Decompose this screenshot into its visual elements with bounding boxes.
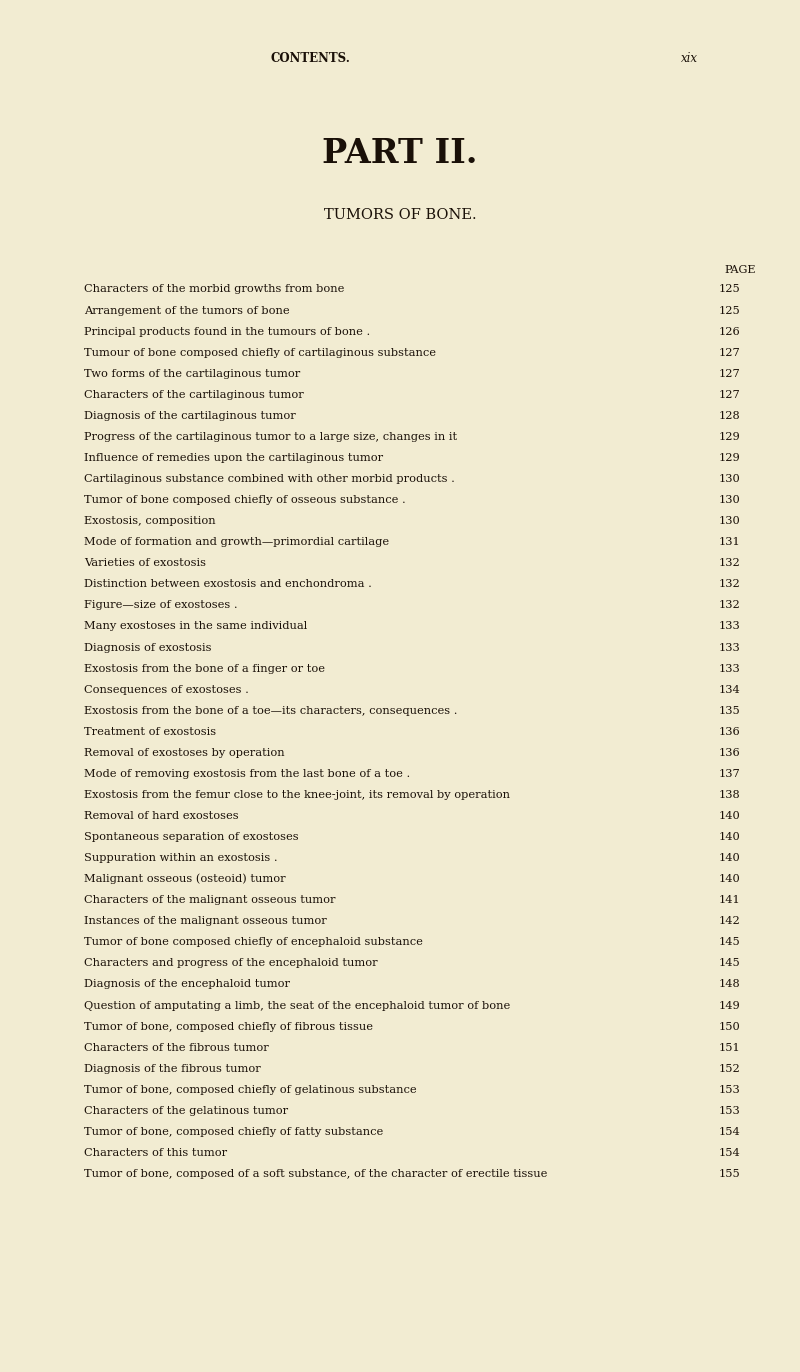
Text: 132: 132 [718,579,740,590]
Text: PAGE: PAGE [724,265,756,276]
Text: Exostosis from the bone of a toe—its characters, consequences .: Exostosis from the bone of a toe—its cha… [84,705,458,716]
Text: 151: 151 [718,1043,740,1052]
Text: Characters of the gelatinous tumor: Characters of the gelatinous tumor [84,1106,288,1115]
Text: Figure—size of exostoses .: Figure—size of exostoses . [84,601,238,611]
Text: 150: 150 [718,1022,740,1032]
Text: 132: 132 [718,558,740,568]
Text: 129: 129 [718,432,740,442]
Text: 135: 135 [718,705,740,716]
Text: 155: 155 [718,1169,740,1179]
Text: 134: 134 [718,685,740,694]
Text: 127: 127 [718,347,740,358]
Text: Tumor of bone, composed chiefly of fatty substance: Tumor of bone, composed chiefly of fatty… [84,1126,383,1137]
Text: 153: 153 [718,1085,740,1095]
Text: 136: 136 [718,748,740,757]
Text: Tumor of bone, composed of a soft substance, of the character of erectile tissue: Tumor of bone, composed of a soft substa… [84,1169,547,1179]
Text: Mode of formation and growth—primordial cartilage: Mode of formation and growth—primordial … [84,538,389,547]
Text: Tumour of bone composed chiefly of cartilaginous substance: Tumour of bone composed chiefly of carti… [84,347,436,358]
Text: Varieties of exostosis: Varieties of exostosis [84,558,206,568]
Text: Removal of hard exostoses: Removal of hard exostoses [84,811,238,820]
Text: xix: xix [681,52,698,66]
Text: Progress of the cartilaginous tumor to a large size, changes in it: Progress of the cartilaginous tumor to a… [84,432,457,442]
Text: 128: 128 [718,410,740,421]
Text: Exostosis from the femur close to the knee-joint, its removal by operation: Exostosis from the femur close to the kn… [84,790,510,800]
Text: 140: 140 [718,853,740,863]
Text: Cartilaginous substance combined with other morbid products .: Cartilaginous substance combined with ot… [84,475,455,484]
Text: 137: 137 [718,768,740,779]
Text: 130: 130 [718,495,740,505]
Text: Characters of the cartilaginous tumor: Characters of the cartilaginous tumor [84,390,304,399]
Text: 154: 154 [718,1126,740,1137]
Text: Suppuration within an exostosis .: Suppuration within an exostosis . [84,853,278,863]
Text: Influence of remedies upon the cartilaginous tumor: Influence of remedies upon the cartilagi… [84,453,383,462]
Text: 138: 138 [718,790,740,800]
Text: 140: 140 [718,874,740,884]
Text: 148: 148 [718,980,740,989]
Text: 125: 125 [718,284,740,295]
Text: 131: 131 [718,538,740,547]
Text: Characters of the fibrous tumor: Characters of the fibrous tumor [84,1043,269,1052]
Text: Characters of the morbid growths from bone: Characters of the morbid growths from bo… [84,284,344,295]
Text: Characters and progress of the encephaloid tumor: Characters and progress of the encephalo… [84,959,378,969]
Text: 136: 136 [718,727,740,737]
Text: Instances of the malignant osseous tumor: Instances of the malignant osseous tumor [84,916,326,926]
Text: CONTENTS.: CONTENTS. [270,52,350,66]
Text: Characters of this tumor: Characters of this tumor [84,1148,227,1158]
Text: 145: 145 [718,937,740,947]
Text: 141: 141 [718,896,740,906]
Text: Principal products found in the tumours of bone .: Principal products found in the tumours … [84,327,370,336]
Text: 132: 132 [718,601,740,611]
Text: 127: 127 [718,369,740,379]
Text: 154: 154 [718,1148,740,1158]
Text: Many exostoses in the same individual: Many exostoses in the same individual [84,622,307,631]
Text: 140: 140 [718,831,740,842]
Text: Diagnosis of exostosis: Diagnosis of exostosis [84,642,211,653]
Text: Two forms of the cartilaginous tumor: Two forms of the cartilaginous tumor [84,369,300,379]
Text: Diagnosis of the encephaloid tumor: Diagnosis of the encephaloid tumor [84,980,290,989]
Text: 133: 133 [718,622,740,631]
Text: 125: 125 [718,306,740,316]
Text: Diagnosis of the cartilaginous tumor: Diagnosis of the cartilaginous tumor [84,410,296,421]
Text: Exostosis, composition: Exostosis, composition [84,516,216,525]
Text: Spontaneous separation of exostoses: Spontaneous separation of exostoses [84,831,298,842]
Text: Consequences of exostoses .: Consequences of exostoses . [84,685,249,694]
Text: 130: 130 [718,516,740,525]
Text: Removal of exostoses by operation: Removal of exostoses by operation [84,748,285,757]
Text: 149: 149 [718,1000,740,1011]
Text: 140: 140 [718,811,740,820]
Text: Malignant osseous (osteoid) tumor: Malignant osseous (osteoid) tumor [84,874,286,885]
Text: 145: 145 [718,959,740,969]
Text: 153: 153 [718,1106,740,1115]
Text: 142: 142 [718,916,740,926]
Text: Treatment of exostosis: Treatment of exostosis [84,727,216,737]
Text: Diagnosis of the fibrous tumor: Diagnosis of the fibrous tumor [84,1063,261,1074]
Text: 133: 133 [718,664,740,674]
Text: 133: 133 [718,642,740,653]
Text: 129: 129 [718,453,740,462]
Text: Tumor of bone, composed chiefly of gelatinous substance: Tumor of bone, composed chiefly of gelat… [84,1085,417,1095]
Text: Tumor of bone, composed chiefly of fibrous tissue: Tumor of bone, composed chiefly of fibro… [84,1022,373,1032]
Text: 152: 152 [718,1063,740,1074]
Text: Question of amputating a limb, the seat of the encephaloid tumor of bone: Question of amputating a limb, the seat … [84,1000,510,1011]
Text: Exostosis from the bone of a finger or toe: Exostosis from the bone of a finger or t… [84,664,325,674]
Text: Arrangement of the tumors of bone: Arrangement of the tumors of bone [84,306,290,316]
Text: Distinction between exostosis and enchondroma .: Distinction between exostosis and enchon… [84,579,372,590]
Text: 127: 127 [718,390,740,399]
Text: TUMORS OF BONE.: TUMORS OF BONE. [324,209,476,222]
Text: PART II.: PART II. [322,137,478,170]
Text: 130: 130 [718,475,740,484]
Text: Characters of the malignant osseous tumor: Characters of the malignant osseous tumo… [84,896,335,906]
Text: Tumor of bone composed chiefly of encephaloid substance: Tumor of bone composed chiefly of enceph… [84,937,423,947]
Text: 126: 126 [718,327,740,336]
Text: Tumor of bone composed chiefly of osseous substance .: Tumor of bone composed chiefly of osseou… [84,495,406,505]
Text: Mode of removing exostosis from the last bone of a toe .: Mode of removing exostosis from the last… [84,768,410,779]
